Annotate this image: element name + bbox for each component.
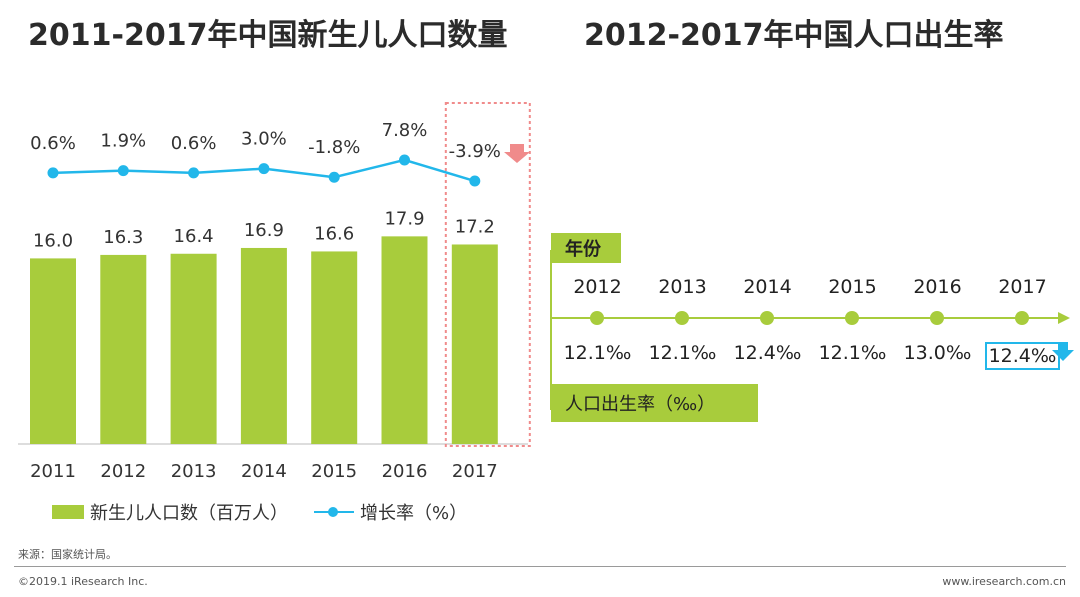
growth-rate-label: -1.8% [308, 137, 360, 158]
growth-rate-point [47, 167, 59, 179]
growth-rate-point [469, 175, 481, 187]
timeline-year: 2012 [573, 276, 622, 298]
birth-rate-value: 12.4‰ [733, 342, 802, 364]
right-chart-title: 2012-2017年中国人口出生率 [584, 18, 1004, 53]
left-chart-title: 2011-2017年中国新生儿人口数量 [28, 18, 508, 53]
legend-bar-swatch [52, 505, 84, 519]
x-tick-label: 2011 [30, 461, 76, 482]
down-arrow-icon [504, 144, 530, 163]
down-arrow-icon [1052, 342, 1074, 361]
x-tick-label: 2015 [311, 461, 357, 482]
timeline-years: 2012 2013 2014 2015 2016 2017 [555, 276, 1065, 298]
chart-legend: 新生儿人口数（百万人） 增长率（%） [52, 498, 493, 526]
bar-value-label: 17.9 [384, 208, 424, 229]
growth-rate-point [188, 167, 200, 179]
growth-rate-point [328, 171, 340, 183]
bar [240, 247, 287, 444]
legend-line-label: 增长率（%） [360, 503, 468, 524]
timeline-rate-label: 人口出生率（‰） [551, 384, 758, 422]
timeline-year-label: 年份 [551, 233, 621, 263]
timeline-year: 2015 [828, 276, 877, 298]
birth-rate-highlight-box: 12.4‰ [984, 342, 1061, 370]
birth-rate-value: 12.1‰ [818, 342, 887, 364]
birth-rate-value: 12.1‰ [563, 342, 632, 364]
growth-rate-label: 1.9% [100, 131, 146, 152]
legend-line-swatch [314, 505, 354, 519]
source-note: 来源：国家统计局。 [18, 548, 117, 561]
bar-value-label: 16.0 [33, 230, 73, 251]
timeline-dot [760, 311, 774, 325]
bar-value-label: 16.3 [103, 227, 143, 248]
bar [381, 236, 428, 444]
timeline-rates: 12.1‰ 12.1‰ 12.4‰ 12.1‰ 13.0‰ 12.4‰ [555, 342, 1065, 370]
legend-bar-label: 新生儿人口数（百万人） [90, 503, 288, 524]
growth-rate-point [117, 165, 129, 177]
legend-item-bar: 新生儿人口数（百万人） [52, 499, 288, 525]
timeline-year: 2013 [658, 276, 707, 298]
website-url: www.iresearch.com.cn [942, 575, 1066, 588]
x-tick-label: 2014 [241, 461, 287, 482]
growth-rate-point [399, 154, 410, 166]
bar [30, 258, 76, 444]
bar-value-label: 16.9 [244, 220, 284, 241]
footer-divider [14, 566, 1066, 567]
bar [451, 244, 498, 444]
bar-value-label: 16.6 [314, 223, 354, 244]
timeline-dot [590, 311, 604, 325]
x-tick-label: 2017 [452, 461, 498, 482]
bar [311, 251, 358, 444]
timeline-dot [845, 311, 859, 325]
timeline-year: 2017 [998, 276, 1047, 298]
birth-rate-value-highlight: 12.4‰ [980, 342, 1065, 370]
growth-rate-label: -3.9% [449, 141, 501, 162]
growth-rate-label: 0.6% [171, 133, 217, 154]
birth-rate-value: 12.1‰ [648, 342, 717, 364]
timeline-dot [675, 311, 689, 325]
bar [170, 253, 217, 444]
x-tick-label: 2013 [171, 461, 217, 482]
timeline-year: 2014 [743, 276, 792, 298]
bar-value-label: 17.2 [455, 216, 495, 237]
highlight-box-2017 [444, 102, 531, 447]
timeline-year: 2016 [913, 276, 962, 298]
copyright: ©2019.1 iResearch Inc. [18, 575, 148, 588]
timeline-dot [1015, 311, 1029, 325]
legend-item-line: 增长率（%） [314, 499, 467, 525]
growth-rate-label: 3.0% [241, 129, 287, 150]
timeline-dot [930, 311, 944, 325]
x-tick-label: 2012 [100, 461, 146, 482]
x-tick-label: 2016 [382, 461, 428, 482]
growth-rate-label: 7.8% [382, 120, 428, 141]
bar-value-label: 16.4 [174, 226, 214, 247]
growth-rate-point [258, 163, 270, 175]
growth-rate-label: 0.6% [30, 133, 76, 154]
birth-rate-value: 13.0‰ [903, 342, 972, 364]
bar [100, 254, 147, 444]
timeline-arrow-icon [1058, 312, 1070, 324]
